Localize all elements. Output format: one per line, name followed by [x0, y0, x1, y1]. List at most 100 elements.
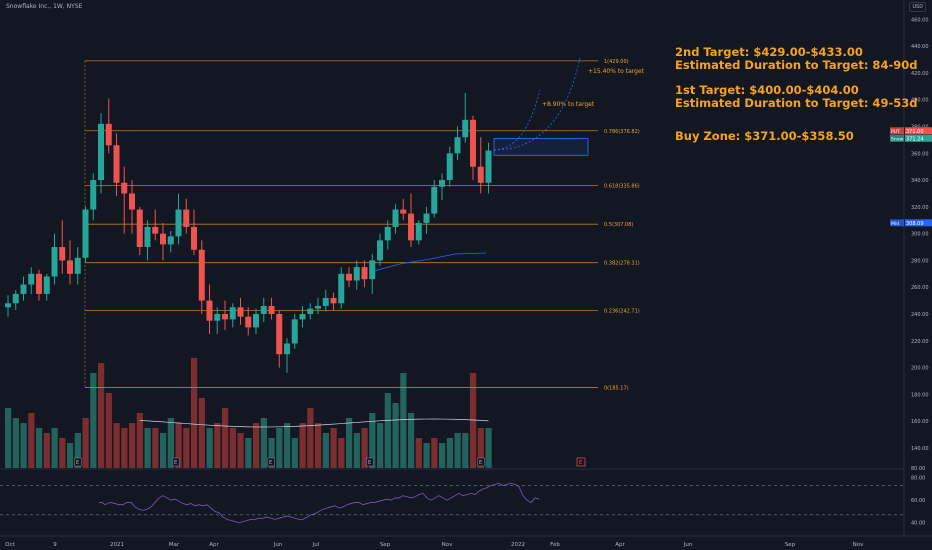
volume-bar	[245, 438, 252, 468]
price-tick-label: 460.00	[911, 17, 929, 23]
currency-label: USD	[909, 2, 926, 12]
rsi-tick-label: 80.00	[911, 466, 925, 472]
time-tick-label: Nov	[442, 542, 453, 548]
fib-level-label: 0.236(242.71)	[604, 308, 640, 314]
volume-bar	[12, 418, 19, 468]
price-tick-label: 400.00	[911, 98, 929, 104]
candle-body	[51, 247, 58, 277]
price-tick-label: 220.00	[911, 339, 929, 345]
volume-bar	[198, 398, 205, 468]
volume-bar	[260, 418, 267, 468]
volume-bar	[477, 428, 484, 468]
price-tick-label: 280.00	[911, 258, 929, 264]
volume-bar	[346, 418, 353, 468]
earnings-marker-label: E	[76, 460, 79, 466]
candle-body	[74, 257, 81, 274]
volume-bar	[191, 358, 198, 468]
time-tick-label: 2022	[511, 542, 525, 548]
candle-body	[160, 233, 166, 245]
candle-body	[268, 305, 275, 314]
time-tick-label: Jul	[312, 542, 320, 548]
time-tick-label: 9	[53, 542, 57, 548]
volume-bar	[237, 433, 244, 468]
candle-body	[121, 182, 128, 194]
volume-bar	[446, 438, 453, 468]
price-tag-value: 371.00	[906, 129, 924, 135]
rsi-tick-label: 40.00	[911, 521, 925, 527]
volume-bar	[353, 433, 360, 468]
candle-body	[454, 137, 461, 154]
candle-body	[353, 267, 360, 281]
candle-body	[229, 307, 236, 320]
volume-bar	[454, 433, 461, 468]
candle-body	[408, 213, 414, 241]
volume-bar	[369, 413, 376, 468]
candle-body	[315, 305, 321, 309]
candle-body	[214, 314, 221, 321]
volume-bar	[175, 423, 182, 468]
candle-body	[415, 222, 422, 241]
volume-bar	[59, 438, 66, 468]
volume-bar	[423, 443, 430, 468]
candle-body	[5, 303, 11, 308]
earnings-marker	[366, 457, 374, 467]
rsi-tick-label: 80.00	[911, 476, 925, 482]
volume-bar	[144, 428, 151, 468]
candle-body	[431, 186, 438, 214]
volume-bar	[392, 403, 399, 468]
price-tick-label: 360.00	[911, 151, 929, 157]
price-moving-average	[369, 252, 487, 273]
price-tick-label: 320.00	[911, 205, 929, 211]
candle-body	[462, 119, 469, 138]
candle-body	[338, 273, 345, 304]
volume-bar	[160, 433, 167, 468]
candle-body	[245, 316, 252, 328]
earnings-marker-label: E	[368, 460, 371, 466]
earnings-marker-label: E	[174, 460, 177, 466]
candle-body	[152, 226, 159, 234]
target2-duration-text: Estimated Duration to Target: 84-90d	[675, 58, 918, 72]
candle-body	[369, 260, 376, 280]
time-tick-label: Feb	[550, 542, 560, 548]
target1-text: 1st Target: $400.00-$404.00	[675, 83, 859, 97]
volume-bar	[307, 408, 314, 468]
price-tick-label: 340.00	[911, 178, 929, 184]
price-tag-label-bg	[890, 134, 904, 142]
candle-body	[276, 314, 283, 355]
upcoming-earnings-marker	[576, 457, 586, 467]
symbol-header: Snowflake Inc., 1W, NYSE	[6, 3, 83, 10]
time-tick-label: Jun	[273, 542, 283, 548]
candle-body	[384, 226, 391, 241]
target1-percent-label: +8.90% to target	[542, 101, 595, 108]
candle-body	[346, 273, 352, 281]
volume-bar	[470, 373, 477, 468]
volume-bar	[330, 428, 337, 468]
volume-bar	[105, 393, 112, 468]
candle-body	[43, 276, 50, 294]
volume-bar	[183, 428, 190, 468]
candle-body	[299, 314, 306, 320]
time-tick-label: Nov	[853, 542, 864, 548]
volume-bar	[167, 418, 174, 468]
volume-bar	[121, 428, 128, 468]
price-tag	[905, 219, 932, 227]
volume-bar	[384, 393, 391, 468]
candle-body	[136, 209, 143, 248]
volume-bar	[439, 443, 446, 468]
earnings-marker	[477, 457, 485, 467]
candle-body	[284, 343, 290, 355]
earnings-marker	[267, 457, 275, 467]
fib-level-label: 0.5(307.08)	[604, 222, 633, 228]
target1-duration-text: Estimated Duration to Target: 49-53d	[675, 96, 918, 110]
candle-body	[67, 260, 73, 274]
price-tick-label: 440.00	[911, 44, 929, 50]
candle-body	[183, 209, 190, 227]
candle-body	[82, 209, 89, 258]
rsi-line	[99, 482, 540, 524]
upcoming-earnings-marker-label: E	[579, 460, 582, 466]
price-tick-label: 240.00	[911, 312, 929, 318]
candle-body	[98, 123, 104, 181]
candle-body	[400, 209, 407, 214]
price-tag-label-bg	[890, 219, 904, 227]
